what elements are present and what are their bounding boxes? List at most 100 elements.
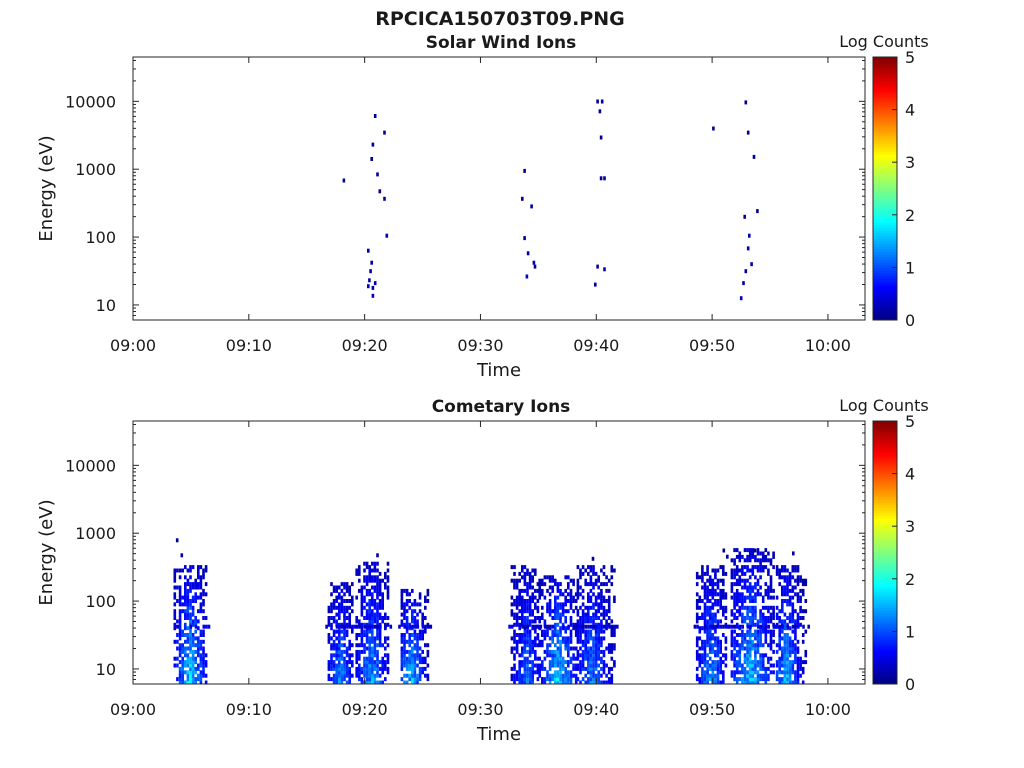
data-cell: [711, 578, 715, 583]
data-cell: [335, 666, 338, 671]
data-cell: [523, 660, 527, 665]
colorbar-segment: [873, 93, 897, 97]
data-cell: [548, 605, 552, 610]
data-cell: [202, 656, 205, 661]
data-cell: [360, 636, 364, 641]
data-cell: [741, 565, 744, 570]
data-cell: [421, 612, 424, 617]
data-cell: [716, 592, 720, 597]
data-cell: [405, 660, 409, 665]
data-cell: [754, 670, 757, 675]
data-cell: [384, 624, 387, 629]
data-cell: [561, 602, 565, 607]
data-cell: [400, 605, 404, 610]
colorbar-segment: [873, 473, 897, 477]
data-cell: [343, 624, 347, 629]
data-cell: [754, 663, 757, 668]
data-cell: [363, 599, 366, 603]
data-cell: [594, 646, 598, 651]
data-cell: [528, 633, 532, 637]
data-cell: [381, 619, 384, 624]
colorbar-segment: [873, 612, 897, 617]
data-cell: [602, 605, 606, 610]
colorbar-segment: [873, 188, 897, 192]
data-cell: [794, 680, 797, 685]
data-cell: [769, 670, 773, 675]
colorbar-segment: [873, 589, 897, 593]
data-cell: [769, 629, 773, 634]
data-cell: [695, 639, 699, 644]
data-cell: [403, 663, 406, 668]
data-cell: [556, 670, 560, 675]
colorbar-segment: [873, 431, 897, 435]
data-cell: [579, 616, 582, 620]
data-cell: [197, 673, 200, 678]
data-cell: [613, 643, 616, 648]
data-cell: [761, 551, 765, 556]
data-cell: [567, 585, 570, 590]
data-cell: [386, 595, 390, 600]
data-cell: [546, 588, 549, 593]
data-cell: [413, 629, 417, 634]
data-cell: [378, 599, 382, 603]
data-cell: [327, 677, 331, 682]
data-cell: [530, 204, 533, 209]
data-cell: [197, 595, 200, 600]
data-cell: [518, 673, 521, 678]
data-cell: [368, 660, 371, 665]
colorbar-segment: [873, 597, 897, 601]
data-cell: [589, 670, 593, 675]
data-cell: [607, 588, 611, 593]
data-cell: [735, 653, 739, 658]
data-cell: [714, 592, 717, 597]
data-cell: [368, 599, 371, 603]
data-cell: [536, 663, 540, 668]
data-cell: [738, 649, 742, 654]
data-cell: [698, 629, 702, 634]
data-cell: [600, 624, 603, 629]
data-cell: [561, 592, 565, 597]
data-cell: [743, 578, 747, 583]
data-cell: [581, 660, 585, 665]
data-cell: [783, 649, 787, 654]
data-cell: [426, 663, 430, 668]
data-cell: [526, 624, 530, 629]
data-cell: [730, 619, 734, 624]
colorbar-segment: [873, 457, 897, 461]
data-cell: [569, 599, 573, 603]
data-cell: [338, 585, 341, 590]
data-cell: [741, 646, 744, 651]
data-cell: [711, 633, 715, 637]
data-cell: [351, 643, 354, 648]
data-cell: [360, 602, 364, 607]
data-cell: [386, 578, 390, 583]
data-cell: [340, 680, 344, 685]
data-cell: [515, 639, 519, 644]
data-cell: [534, 624, 537, 629]
data-cell: [602, 629, 606, 634]
data-cell: [703, 649, 707, 654]
data-cell: [735, 616, 739, 620]
data-cell: [796, 575, 800, 580]
data-cell: [175, 538, 179, 543]
data-cell: [371, 142, 375, 147]
data-cell: [526, 251, 530, 256]
data-cell: [756, 673, 760, 678]
data-cell: [376, 588, 379, 593]
data-cell: [706, 565, 709, 570]
colorbar-segment: [873, 91, 897, 95]
data-cell: [781, 568, 784, 573]
data-cell: [701, 646, 704, 651]
data-cell: [751, 646, 755, 651]
data-cell: [345, 582, 349, 587]
data-cell: [365, 565, 369, 570]
data-cell: [701, 673, 704, 678]
data-cell: [607, 609, 611, 614]
data-cell: [743, 619, 747, 624]
data-cell: [518, 633, 521, 637]
colorbar-segment: [873, 154, 897, 158]
data-cell: [714, 649, 717, 654]
data-cell: [754, 612, 757, 617]
data-cell: [759, 643, 762, 648]
data-cell: [733, 656, 736, 661]
